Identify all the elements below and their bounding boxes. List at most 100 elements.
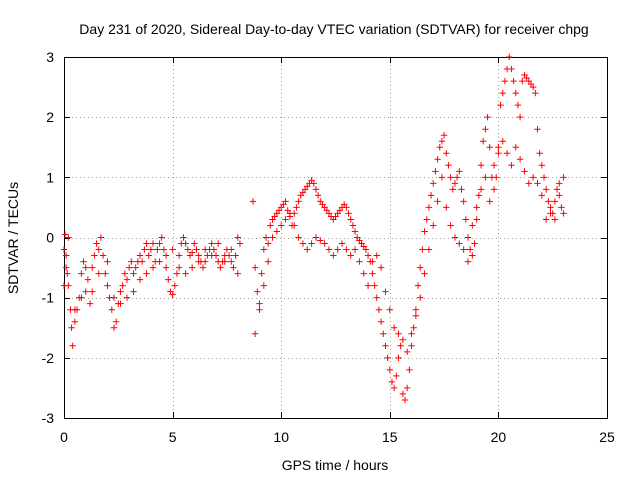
- data-point-plus: [508, 65, 515, 73]
- data-point-plus: [419, 246, 426, 253]
- data-point-plus: [479, 138, 487, 145]
- data-point-plus: [449, 186, 456, 193]
- data-point-plus: [201, 258, 209, 265]
- data-point-plus: [171, 282, 178, 289]
- data-point-plus: [347, 252, 354, 259]
- data-point-plus: [199, 264, 207, 271]
- y-tick-label: 3: [46, 49, 54, 65]
- plot-area-frame: [64, 57, 608, 419]
- data-point-plus: [417, 264, 424, 271]
- data-point-plus: [154, 246, 161, 253]
- data-point-plus: [466, 246, 474, 253]
- data-point-plus: [193, 246, 200, 253]
- data-point-plus: [434, 156, 441, 163]
- data-point-plus: [377, 318, 385, 325]
- data-point-plus: [78, 294, 85, 301]
- data-point-plus: [408, 330, 415, 337]
- data-point-plus: [512, 144, 519, 151]
- data-point-plus: [182, 240, 189, 247]
- data-point-plus: [499, 89, 506, 97]
- data-point-plus: [104, 258, 111, 265]
- data-point-plus: [60, 246, 68, 253]
- data-point-plus: [258, 270, 265, 277]
- data-point-plus: [273, 228, 281, 235]
- data-point-plus: [269, 234, 276, 241]
- data-point-plus: [175, 252, 183, 259]
- data-point-plus: [260, 246, 268, 253]
- data-point-plus: [482, 174, 489, 181]
- data-point-plus: [132, 264, 139, 271]
- data-point-plus: [443, 204, 450, 211]
- data-point-plus: [225, 252, 233, 259]
- data-point-plus: [443, 150, 450, 157]
- data-point-plus: [149, 264, 157, 271]
- data-point-plus: [375, 306, 383, 313]
- data-point-plus: [414, 282, 422, 289]
- data-point-plus: [304, 246, 311, 253]
- data-point-plus: [447, 174, 454, 181]
- data-point-plus: [440, 132, 448, 139]
- data-point-plus: [538, 192, 546, 199]
- data-point-plus: [430, 222, 437, 229]
- data-point-plus: [334, 246, 341, 253]
- data-point-plus: [469, 252, 476, 259]
- data-point-plus: [393, 372, 400, 380]
- data-point-plus: [278, 222, 285, 229]
- data-point-plus: [97, 234, 105, 241]
- data-point-plus: [556, 180, 563, 187]
- data-point-plus: [412, 306, 420, 313]
- data-point-plus: [180, 234, 187, 241]
- data-point-plus: [425, 204, 433, 211]
- y-tick-label: -1: [42, 290, 55, 306]
- data-point-plus: [477, 186, 485, 193]
- data-point-plus: [373, 252, 380, 259]
- data-point-plus: [338, 240, 346, 247]
- data-point-plus: [453, 174, 461, 181]
- data-point-plus: [438, 174, 446, 181]
- data-point-plus: [514, 101, 522, 109]
- data-point-plus: [534, 126, 541, 133]
- data-point-plus: [556, 192, 563, 199]
- data-point-plus: [495, 150, 502, 157]
- data-point-plus: [347, 216, 354, 223]
- data-point-plus: [469, 222, 476, 229]
- data-point-plus: [473, 204, 480, 211]
- data-point-plus: [395, 330, 402, 337]
- data-point-plus: [484, 113, 491, 121]
- data-point-plus: [317, 237, 324, 244]
- data-point-plus: [125, 264, 133, 271]
- data-point-plus: [471, 240, 478, 247]
- data-point-plus: [249, 198, 257, 205]
- data-point-plus: [208, 240, 215, 247]
- data-point-plus: [486, 198, 493, 205]
- data-point-plus: [62, 252, 70, 259]
- data-point-plus: [260, 282, 268, 289]
- data-point-plus: [399, 336, 407, 343]
- data-point-plus: [551, 198, 559, 205]
- series-chpg-main: [60, 53, 567, 404]
- data-point-plus: [421, 270, 428, 277]
- data-point-plus: [516, 113, 524, 121]
- data-point-plus: [256, 300, 263, 307]
- data-point-plus: [349, 222, 357, 229]
- data-point-plus: [460, 246, 467, 253]
- data-point-plus: [208, 252, 215, 259]
- data-point-plus: [78, 270, 85, 277]
- data-point-plus: [369, 270, 376, 277]
- data-point-plus: [551, 216, 559, 223]
- data-point-plus: [130, 288, 137, 295]
- x-tick-label: 20: [491, 429, 507, 445]
- data-point-plus: [102, 270, 109, 277]
- data-point-plus: [110, 324, 118, 331]
- data-point-plus: [69, 342, 76, 349]
- data-point-plus: [162, 252, 170, 259]
- data-point-plus: [430, 180, 437, 187]
- data-point-plus: [130, 270, 137, 277]
- data-point-plus: [71, 318, 79, 325]
- data-point-plus: [399, 390, 407, 398]
- data-point-plus: [175, 264, 183, 271]
- data-point-plus: [536, 150, 543, 157]
- data-point-plus: [325, 246, 333, 253]
- y-axis-label: SDTVAR / TECUs: [5, 182, 21, 294]
- data-point-plus: [542, 186, 550, 193]
